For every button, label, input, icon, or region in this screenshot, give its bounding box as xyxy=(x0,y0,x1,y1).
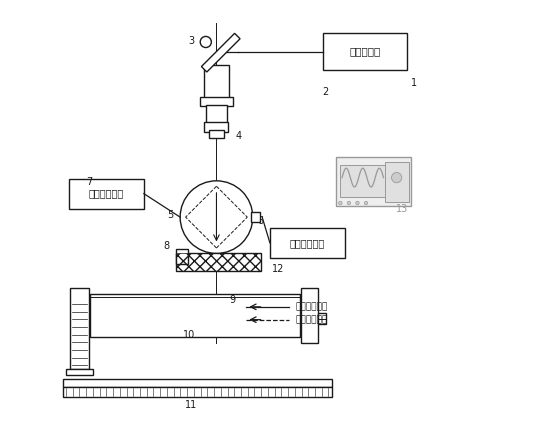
Bar xyxy=(66,369,94,375)
Bar xyxy=(336,157,411,206)
Text: 超声驱动电源: 超声驱动电源 xyxy=(89,189,124,199)
Bar xyxy=(270,228,345,258)
Bar xyxy=(63,387,332,396)
Bar xyxy=(318,313,326,324)
Text: 9: 9 xyxy=(229,295,236,305)
Text: 12: 12 xyxy=(272,264,285,274)
Circle shape xyxy=(392,172,402,183)
Text: 2: 2 xyxy=(323,87,329,97)
Text: 散射光指示线: 散射光指示线 xyxy=(295,315,327,324)
Bar xyxy=(205,122,228,132)
Text: 11: 11 xyxy=(185,400,197,410)
Bar xyxy=(323,34,406,70)
Bar xyxy=(63,380,332,387)
Circle shape xyxy=(356,201,359,205)
Text: 6: 6 xyxy=(257,216,263,227)
Bar xyxy=(176,249,188,264)
Circle shape xyxy=(347,201,351,205)
Bar xyxy=(385,162,409,202)
Text: 5: 5 xyxy=(168,210,174,220)
Circle shape xyxy=(200,37,211,48)
Text: 3: 3 xyxy=(189,36,195,46)
Text: 1: 1 xyxy=(411,78,417,88)
Text: 检测激光器: 检测激光器 xyxy=(349,46,381,57)
Bar xyxy=(70,288,89,369)
Circle shape xyxy=(339,201,342,205)
Bar xyxy=(203,65,229,98)
Text: 10: 10 xyxy=(183,330,195,340)
Bar xyxy=(301,288,318,343)
Text: 检测光指示线: 检测光指示线 xyxy=(295,302,327,311)
Bar xyxy=(341,165,385,197)
Bar xyxy=(90,294,300,337)
Text: 13: 13 xyxy=(396,204,408,214)
Bar xyxy=(206,105,227,123)
Polygon shape xyxy=(201,33,240,72)
Text: 7: 7 xyxy=(86,177,92,187)
Bar xyxy=(209,130,224,138)
Bar xyxy=(69,179,144,209)
Circle shape xyxy=(180,181,253,253)
Bar xyxy=(176,253,261,270)
Circle shape xyxy=(364,201,368,205)
Text: 4: 4 xyxy=(236,131,242,141)
Text: 二极管放大器: 二极管放大器 xyxy=(289,238,325,248)
Bar xyxy=(200,97,233,106)
Bar xyxy=(176,253,261,270)
Text: 8: 8 xyxy=(163,241,169,251)
Bar xyxy=(251,212,260,222)
